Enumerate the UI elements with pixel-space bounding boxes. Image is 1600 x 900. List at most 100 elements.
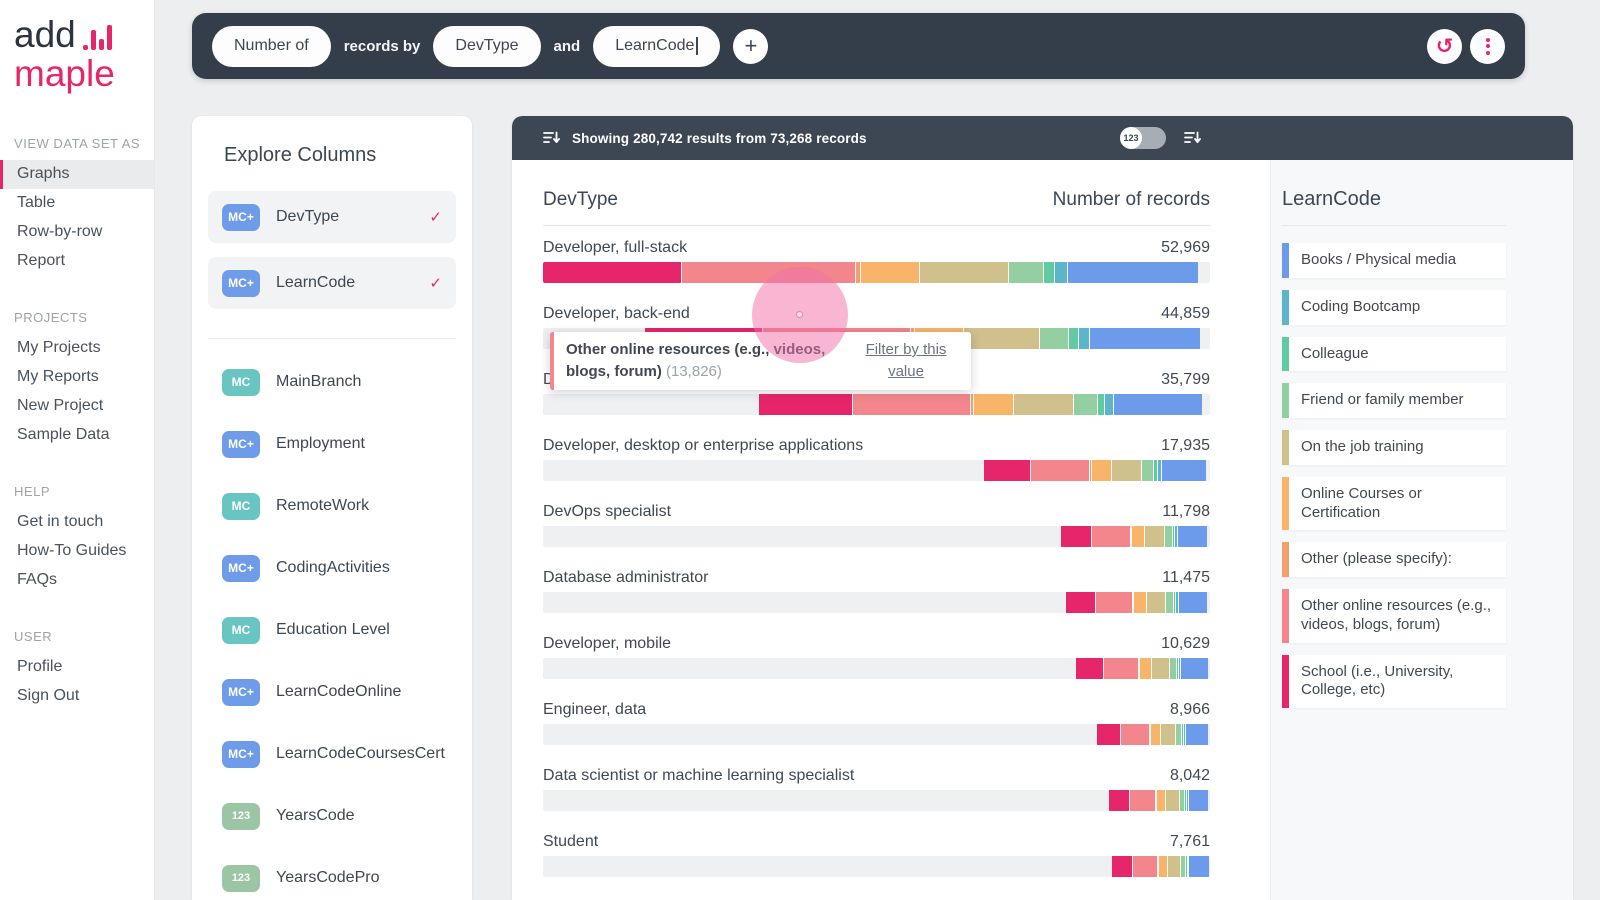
sidebar-item-table[interactable]: Table <box>17 193 56 211</box>
legend-item-coding-bootcamp[interactable]: Coding Bootcamp <box>1282 289 1506 325</box>
bar-segment-coding-bootcamp[interactable] <box>1176 592 1180 613</box>
legend-item-colleague[interactable]: Colleague <box>1282 336 1506 372</box>
filter-by-value-link[interactable]: Filter by this value <box>865 341 947 380</box>
bar-segment-books-physical-media[interactable] <box>1067 262 1198 283</box>
bar-segment-friend-or-family-member[interactable] <box>1169 658 1177 679</box>
bar-segment-books-physical-media[interactable] <box>1181 658 1208 679</box>
bar-segment-coding-bootcamp[interactable] <box>1105 394 1114 415</box>
legend-item-school-i-e-university-college-etc[interactable]: School (i.e., University, College, etc) <box>1282 654 1506 708</box>
bar-segment-friend-or-family-member[interactable] <box>1009 262 1044 283</box>
bar-segment-on-the-job-training[interactable] <box>1151 658 1170 679</box>
numeric-display-toggle[interactable]: 123 <box>1120 127 1166 149</box>
bar-track[interactable] <box>543 592 1210 613</box>
bar-segment-school-i-e-university-college-etc[interactable] <box>759 394 853 415</box>
field-pill-devtype[interactable]: DevType <box>433 25 541 67</box>
bar-segment-books-physical-media[interactable] <box>1179 592 1208 613</box>
bar-track[interactable] <box>543 526 1210 547</box>
bar-segment-online-courses-or-certification[interactable] <box>1151 724 1162 745</box>
explore-column-learncodeonline[interactable]: MC+ LearnCodeOnline <box>208 661 456 723</box>
sidebar-item-faqs[interactable]: FAQs <box>17 570 58 588</box>
bar-segment-colleague[interactable] <box>1173 592 1177 613</box>
bar-segment-school-i-e-university-college-etc[interactable] <box>984 460 1032 481</box>
bar-segment-coding-bootcamp[interactable] <box>1078 328 1090 349</box>
bar-segment-other-please-specify[interactable] <box>1133 592 1135 613</box>
bar-segment-on-the-job-training[interactable] <box>1147 592 1167 613</box>
bar-segment-colleague[interactable] <box>1069 328 1079 349</box>
bar-segment-friend-or-family-member[interactable] <box>1180 856 1186 877</box>
metric-pill[interactable]: Number of <box>212 25 331 67</box>
legend-item-friend-or-family-member[interactable]: Friend or family member <box>1282 383 1506 418</box>
bar-segment-colleague[interactable] <box>1097 394 1106 415</box>
bar-segment-on-the-job-training[interactable] <box>1111 460 1142 481</box>
bar-segment-colleague[interactable] <box>1176 658 1179 679</box>
bar-track[interactable] <box>543 724 1210 745</box>
bar-segment-colleague[interactable] <box>1182 724 1184 745</box>
bar-segment-other-online-resources-e-g-videos-blogs-forum[interactable] <box>1031 460 1091 481</box>
bar-segment-books-physical-media[interactable] <box>1089 328 1200 349</box>
bar-segment-on-the-job-training[interactable] <box>1013 394 1075 415</box>
bar-segment-coding-bootcamp[interactable] <box>1055 262 1068 283</box>
bar-segment-other-online-resources-e-g-videos-blogs-forum[interactable] <box>1092 526 1132 547</box>
bar-segment-books-physical-media[interactable] <box>1188 790 1209 811</box>
bar-segment-other-online-resources-e-g-videos-blogs-forum[interactable] <box>1103 658 1140 679</box>
bar-segment-colleague[interactable] <box>1172 526 1176 547</box>
bar-segment-on-the-job-training[interactable] <box>1145 526 1166 547</box>
bar-segment-other-please-specify[interactable] <box>1139 658 1141 679</box>
bar-segment-school-i-e-university-college-etc[interactable] <box>1097 724 1121 745</box>
sidebar-item-graphs[interactable]: Graphs <box>0 159 154 189</box>
bar-segment-other-please-specify[interactable] <box>1150 724 1152 745</box>
column-header-records[interactable]: Number of records <box>1052 189 1210 210</box>
bar-segment-books-physical-media[interactable] <box>1186 724 1209 745</box>
sidebar-item-how-to-guides[interactable]: How-To Guides <box>17 541 127 559</box>
bar-segment-books-physical-media[interactable] <box>1161 460 1206 481</box>
bar-segment-other-online-resources-e-g-videos-blogs-forum[interactable] <box>853 394 972 415</box>
bar-segment-school-i-e-university-college-etc[interactable] <box>543 262 682 283</box>
bar-segment-friend-or-family-member[interactable] <box>1166 592 1174 613</box>
column-header-devtype[interactable]: DevType <box>543 189 618 210</box>
bar-segment-coding-bootcamp[interactable] <box>1175 526 1179 547</box>
bar-segment-books-physical-media[interactable] <box>1189 856 1209 877</box>
sidebar-item-my-projects[interactable]: My Projects <box>17 338 101 356</box>
bar-segment-friend-or-family-member[interactable] <box>1176 724 1183 745</box>
more-options-button[interactable] <box>1470 28 1505 64</box>
explore-column-education-level[interactable]: MC Education Level <box>208 599 456 661</box>
bar-segment-online-courses-or-certification[interactable] <box>1091 460 1112 481</box>
bar-segment-other-online-resources-e-g-videos-blogs-forum[interactable] <box>1132 856 1159 877</box>
bar-track[interactable] <box>543 460 1210 481</box>
bar-segment-other-please-specify[interactable] <box>971 394 975 415</box>
bar-segment-colleague[interactable] <box>1185 790 1187 811</box>
bar-segment-other-online-resources-e-g-videos-blogs-forum[interactable] <box>1120 724 1151 745</box>
bar-segment-online-courses-or-certification[interactable] <box>1157 790 1167 811</box>
sort-order-icon[interactable] <box>1184 131 1201 149</box>
sort-descending-icon[interactable] <box>543 131 560 149</box>
bar-segment-online-courses-or-certification[interactable] <box>1134 592 1148 613</box>
undo-button[interactable]: ↺ <box>1427 28 1462 64</box>
bar-segment-school-i-e-university-college-etc[interactable] <box>1065 592 1096 613</box>
bar-segment-on-the-job-training[interactable] <box>964 328 1040 349</box>
explore-column-mainbranch[interactable]: MC MainBranch <box>208 351 456 413</box>
legend-item-other-please-specify[interactable]: Other (please specify): <box>1282 542 1506 577</box>
bar-segment-other-please-specify[interactable] <box>1090 460 1092 481</box>
bar-segment-friend-or-family-member[interactable] <box>1141 460 1154 481</box>
explore-column-devtype[interactable]: MC+ DevType ✓ <box>208 191 456 243</box>
bar-segment-colleague[interactable] <box>1043 262 1056 283</box>
bar-track[interactable] <box>543 394 1210 415</box>
explore-column-remotework[interactable]: MC RemoteWork <box>208 475 456 537</box>
bar-segment-school-i-e-university-college-etc[interactable] <box>1108 790 1130 811</box>
sidebar-item-sign-out[interactable]: Sign Out <box>17 686 80 704</box>
legend-item-books-physical-media[interactable]: Books / Physical media <box>1282 243 1506 278</box>
explore-column-yearscode[interactable]: 123 YearsCode <box>208 785 456 847</box>
sidebar-item-my-reports[interactable]: My Reports <box>17 367 99 385</box>
bar-segment-books-physical-media[interactable] <box>1113 394 1202 415</box>
legend-item-on-the-job-training[interactable]: On the job training <box>1282 430 1506 465</box>
bar-segment-online-courses-or-certification[interactable] <box>974 394 1014 415</box>
bar-segment-school-i-e-university-college-etc[interactable] <box>1061 526 1093 547</box>
bar-segment-colleague[interactable] <box>1153 460 1158 481</box>
bar-track[interactable] <box>543 856 1210 877</box>
bar-segment-other-please-specify[interactable] <box>1156 790 1158 811</box>
bar-segment-online-courses-or-certification[interactable] <box>1140 658 1152 679</box>
bar-segment-on-the-job-training[interactable] <box>1166 790 1180 811</box>
explore-column-learncodecoursescert[interactable]: MC+ LearnCodeCoursesCert <box>208 723 456 785</box>
bar-segment-books-physical-media[interactable] <box>1178 526 1208 547</box>
bar-segment-other-please-specify[interactable] <box>1158 856 1160 877</box>
